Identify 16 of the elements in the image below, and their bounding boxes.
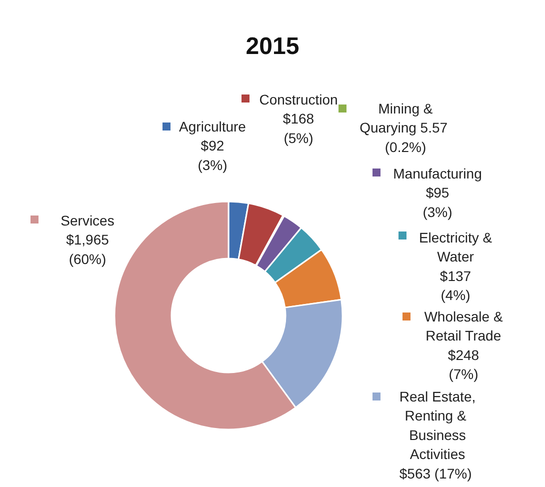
data-label: $1,965 (60%): [66, 232, 110, 267]
legend-label: Agriculture: [179, 118, 246, 134]
legend-label: Mining & Quarying 5.57 (0.2%): [360, 100, 448, 155]
data-label: $248 (7%): [448, 346, 480, 382]
legend-label: Real Estate, Renting & Business Activities: [399, 388, 476, 462]
legend-label: Manufacturing: [393, 166, 482, 182]
data-label: $563 (17%): [399, 465, 472, 482]
chart-title: 2015: [246, 33, 300, 60]
legend-label: Services: [60, 212, 114, 228]
legend-label: Electricity & Water: [418, 230, 493, 265]
data-label: $92 (3%): [198, 138, 228, 173]
data-label: $168 (5%): [282, 110, 314, 146]
legend-label: Construction: [259, 92, 338, 108]
legend-label: Wholesale & Retail Trade: [424, 308, 504, 344]
data-label: $95 (3%): [422, 184, 452, 220]
data-label: $137 (4%): [440, 268, 472, 304]
